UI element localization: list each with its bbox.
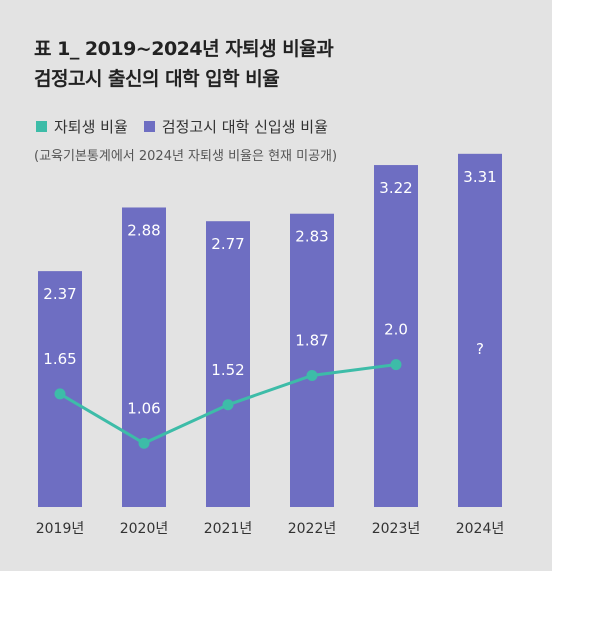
- bar-2: [206, 221, 250, 507]
- legend: 자퇴생 비율 검정고시 대학 신입생 비율: [36, 116, 328, 137]
- line-point-0: [54, 388, 66, 400]
- title-line-1: 표 1_ 2019~2024년 자퇴생 비율과: [34, 38, 334, 60]
- bar-1: [122, 207, 166, 508]
- legend-bar-label: 검정고시 대학 신입생 비율: [161, 118, 328, 136]
- line-value-label-3: 1.87: [295, 331, 328, 349]
- legend-line-label: 자퇴생 비율: [54, 118, 128, 136]
- line-point-2: [222, 399, 234, 411]
- x-tick-label-1: 2020년: [120, 521, 169, 537]
- title-line-2: 검정고시 출신의 대학 입학 비율: [34, 68, 280, 90]
- bar-4: [374, 165, 418, 507]
- line-point-4: [390, 359, 402, 371]
- line-value-label-4: 2.0: [384, 321, 408, 339]
- bar-value-label-5: 3.31: [463, 168, 496, 186]
- legend-swatch-line: [36, 121, 47, 132]
- bar-value-label-1: 2.88: [127, 221, 160, 239]
- x-tick-label-0: 2019년: [36, 521, 85, 537]
- bar-5: [458, 153, 502, 508]
- bar-3: [290, 213, 334, 507]
- chart-note: (교육기본통계에서 2024년 자퇴생 비율은 현재 미공개): [34, 149, 338, 164]
- x-tick-label-5: 2024년: [456, 521, 505, 537]
- line-point-1: [138, 437, 150, 449]
- line-point-3: [306, 369, 318, 381]
- bar-value-label-4: 3.22: [379, 179, 412, 197]
- x-tick-label-3: 2022년: [288, 521, 337, 537]
- line-value-label-0: 1.65: [43, 350, 76, 368]
- line-value-label-1: 1.06: [127, 399, 160, 417]
- bar-value-label-2: 2.77: [211, 235, 244, 253]
- x-tick-label-2: 2021년: [204, 521, 253, 537]
- bar-value-label-3: 2.83: [295, 228, 328, 246]
- legend-swatch-bar: [143, 121, 155, 132]
- chart-title: 표 1_ 2019~2024년 자퇴생 비율과 검정고시 출신의 대학 입학 비…: [34, 34, 334, 94]
- bar-value-label-0: 2.37: [43, 285, 76, 303]
- x-tick-label-4: 2023년: [372, 521, 421, 537]
- line-value-label-2: 1.52: [211, 361, 244, 379]
- line-value-label-5: ?: [476, 340, 484, 358]
